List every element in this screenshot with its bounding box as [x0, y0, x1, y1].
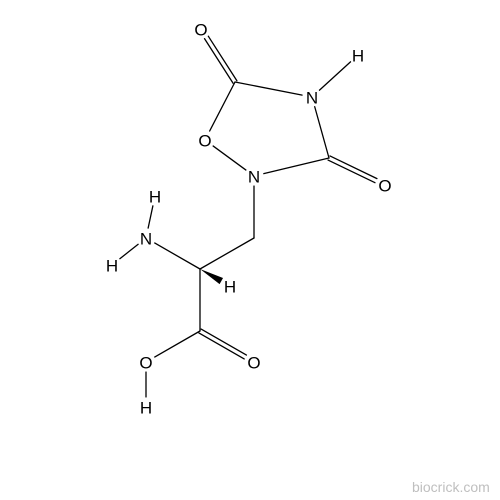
- atom-label-O6: O: [194, 21, 207, 40]
- atom-label-O7: O: [378, 177, 391, 196]
- watermark: biocrick.com: [412, 479, 490, 495]
- atom-label-O14: O: [139, 354, 152, 373]
- atom-label-H10: H: [224, 278, 236, 297]
- atom-label-O_ring: O: [198, 132, 211, 151]
- atom-label-H4: H: [352, 47, 364, 66]
- atom-label-H14: H: [140, 399, 152, 418]
- atom-label-H11a: H: [149, 188, 161, 207]
- atom-label-N4: N: [306, 89, 318, 108]
- atom-label-O13: O: [247, 354, 260, 373]
- atom-label-N11: N: [140, 230, 152, 249]
- atom-label-N8: N: [248, 168, 260, 187]
- atom-label-H11b: H: [106, 257, 118, 276]
- molecule-diagram: O N N O H O H N H H O O H: [0, 0, 500, 500]
